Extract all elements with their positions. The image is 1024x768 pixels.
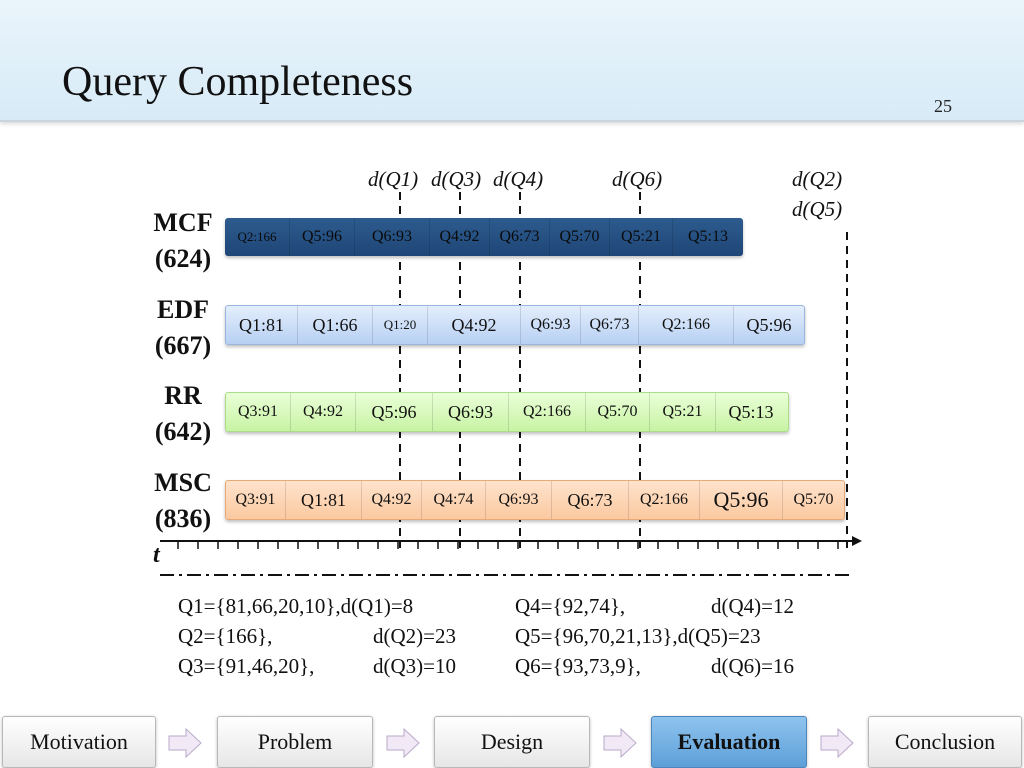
schedule-bar-rr: Q3:91 Q4:92 Q5:96 Q6:93 Q2:166 Q5:70 Q5:… <box>225 392 789 432</box>
chunk: Q3:91 <box>226 481 286 519</box>
chunk: Q4:92 <box>362 481 422 519</box>
deadline-label-q6: d(Q6) <box>612 167 663 191</box>
schedule-bar-msc: Q3:91 Q1:81 Q4:92 Q4:74 Q6:93 Q6:73 Q2:1… <box>225 480 845 520</box>
slide-header: Query Completeness 25 <box>0 0 1024 122</box>
chunk: Q1:81 <box>226 306 298 344</box>
chunk: Q1:81 <box>286 481 362 519</box>
query-def-q2: Q2={166}, <box>178 624 273 648</box>
query-deadline-q3: d(Q3)=10 <box>373 654 456 678</box>
chunk: Q6:73 <box>581 306 639 344</box>
chunk: Q6:93 <box>486 481 552 519</box>
chunk: Q5:96 <box>700 481 783 519</box>
nav-arrow-icon <box>386 728 420 758</box>
chunk: Q5:96 <box>290 218 355 256</box>
chunk: Q4:92 <box>291 393 356 431</box>
chunk: Q1:20 <box>373 306 428 344</box>
deadline-label-q2: d(Q2) <box>792 167 843 191</box>
chunk: Q5:96 <box>746 314 792 335</box>
deadline-label-q1: d(Q1) <box>368 167 419 191</box>
chunk: Q1:66 <box>298 306 373 344</box>
scheme-label-msc: MSC (836) <box>143 465 223 537</box>
nav-problem-button[interactable]: Problem <box>217 716 373 768</box>
scheme-total: (624) <box>154 244 212 273</box>
query-def-q4: Q4={92,74}, <box>515 594 626 618</box>
chunk: Q6:73 <box>552 481 629 519</box>
chunk: Q2:166 <box>639 306 734 344</box>
chunk: Q2:166 <box>509 393 586 431</box>
schedule-bar-mcf: Q2:166 Q5:96 Q6:93 Q4:92 Q6:73 Q5:70 Q5:… <box>225 218 743 256</box>
page-number: 25 <box>934 96 952 116</box>
query-deadline-q4: d(Q4)=12 <box>711 594 794 618</box>
chunk: Q5:13 <box>728 401 774 422</box>
deadline-label-q5: d(Q5) <box>792 197 843 221</box>
query-deadline-q2: d(Q2)=23 <box>373 624 456 648</box>
scheme-label-edf: EDF (667) <box>143 292 223 364</box>
chunk: Q5:21 <box>610 218 673 256</box>
query-def-q6: Q6={93,73,9}, <box>515 654 641 678</box>
scheme-name: MSC <box>154 468 212 497</box>
deadline-label-q4: d(Q4) <box>493 167 544 191</box>
nav-evaluation-button[interactable]: Evaluation <box>651 716 807 768</box>
time-axis-ticks <box>177 541 839 549</box>
section-nav: Motivation Problem Design Evaluation Con… <box>0 716 1024 768</box>
scheme-name: EDF <box>157 295 209 324</box>
chunk: Q5:70 <box>586 393 650 431</box>
scheme-name: RR <box>164 381 202 410</box>
chunk: Q4:92 <box>430 218 490 256</box>
chunk: Q4:92 <box>428 306 521 344</box>
scheme-total: (642) <box>154 417 212 446</box>
chunk: Q5:21 <box>650 393 716 431</box>
nav-conclusion-button[interactable]: Conclusion <box>868 716 1022 768</box>
scheme-name: MCF <box>153 208 213 237</box>
scheme-total: (667) <box>154 331 212 360</box>
chunk: Q6:93 <box>433 393 509 431</box>
nav-motivation-button[interactable]: Motivation <box>2 716 156 768</box>
chunk: Q2:166 <box>225 218 290 256</box>
chunk: Q5:96 <box>356 393 433 431</box>
scheme-label-mcf: MCF (624) <box>143 205 223 277</box>
schedule-bar-edf: Q1:81 Q1:66 Q1:20 Q4:92 Q6:93 Q6:73 Q2:1… <box>225 305 805 345</box>
chunk: Q6:93 <box>355 218 430 256</box>
chunk: Q2:166 <box>629 481 700 519</box>
slide-title: Query Completeness <box>62 59 414 105</box>
query-def-q5: Q5={96,70,21,13},d(Q5)=23 <box>515 624 761 648</box>
scheme-total: (836) <box>154 504 212 533</box>
nav-arrow-icon <box>603 728 637 758</box>
chunk: Q4:74 <box>422 481 486 519</box>
chunk: Q6:73 <box>490 218 550 256</box>
query-deadline-q6: d(Q6)=16 <box>711 654 794 678</box>
nav-arrow-icon <box>168 728 202 758</box>
deadline-label-q3: d(Q3) <box>431 167 482 191</box>
time-axis-label: t <box>153 542 160 568</box>
chunk: Q5:70 <box>550 218 610 256</box>
chunk: Q3:91 <box>226 393 291 431</box>
nav-design-button[interactable]: Design <box>434 716 590 768</box>
chunk: Q6:93 <box>521 306 581 344</box>
chunk: Q5:70 <box>793 491 834 508</box>
time-axis-arrow <box>852 536 862 546</box>
query-def-q3: Q3={91,46,20}, <box>178 654 315 678</box>
nav-arrow-icon <box>820 728 854 758</box>
query-def-q1: Q1={81,66,20,10},d(Q1)=8 <box>178 594 414 618</box>
scheme-label-rr: RR (642) <box>143 378 223 450</box>
chunk: Q5:13 <box>688 228 728 245</box>
